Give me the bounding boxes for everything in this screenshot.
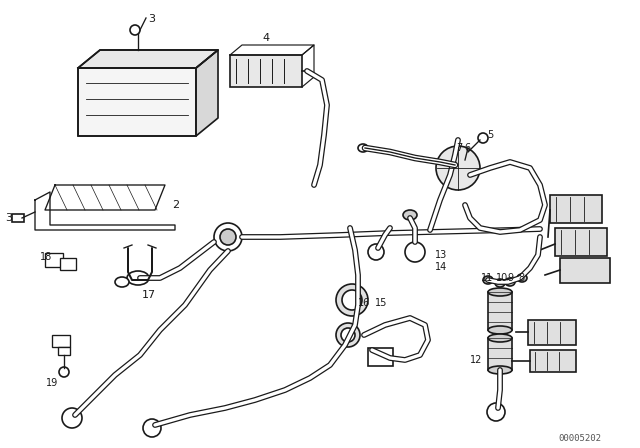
Circle shape (220, 229, 236, 245)
Bar (12, 214, 24, 222)
Ellipse shape (517, 274, 527, 282)
Text: 10: 10 (496, 273, 508, 283)
Text: 19: 19 (46, 378, 58, 388)
Bar (488, 338, 512, 370)
Bar (550, 195, 602, 223)
Circle shape (336, 323, 360, 347)
Text: 7: 7 (456, 143, 462, 153)
Circle shape (405, 242, 425, 262)
Ellipse shape (505, 278, 515, 286)
Text: 13: 13 (435, 250, 447, 260)
Text: 4: 4 (262, 33, 269, 43)
Ellipse shape (488, 326, 512, 334)
Ellipse shape (403, 210, 417, 220)
Ellipse shape (358, 144, 368, 152)
Bar (555, 228, 607, 256)
Bar (368, 348, 393, 366)
Text: 5: 5 (487, 130, 493, 140)
Bar (58, 347, 70, 355)
Polygon shape (196, 50, 218, 136)
Ellipse shape (495, 279, 505, 287)
Bar (560, 258, 610, 283)
Text: 9: 9 (507, 273, 513, 283)
Circle shape (143, 419, 161, 437)
Ellipse shape (127, 271, 149, 285)
Circle shape (368, 244, 384, 260)
Circle shape (436, 146, 480, 190)
Ellipse shape (488, 288, 512, 296)
Text: 15: 15 (375, 298, 387, 308)
Text: 6: 6 (464, 143, 470, 153)
Polygon shape (78, 50, 218, 68)
Circle shape (62, 408, 82, 428)
Circle shape (130, 25, 140, 35)
Text: 12: 12 (470, 355, 483, 365)
Circle shape (214, 223, 242, 251)
Bar (52, 335, 70, 347)
Bar (230, 55, 302, 87)
Text: 3: 3 (148, 14, 155, 24)
Bar (488, 292, 512, 330)
Bar (78, 68, 196, 136)
Circle shape (478, 133, 488, 143)
Circle shape (336, 284, 368, 316)
Text: 11: 11 (481, 273, 493, 283)
Text: 17: 17 (142, 290, 156, 300)
Circle shape (342, 290, 362, 310)
Circle shape (341, 328, 355, 342)
Circle shape (59, 367, 69, 377)
Bar (530, 350, 576, 372)
Bar (528, 320, 576, 345)
Bar (45, 253, 63, 267)
Text: 14: 14 (435, 262, 447, 272)
Text: 3: 3 (5, 213, 12, 223)
Circle shape (487, 403, 505, 421)
Bar (60, 258, 76, 270)
Text: 00005202: 00005202 (559, 434, 602, 443)
Text: 18: 18 (40, 252, 52, 262)
Text: 8: 8 (518, 273, 524, 283)
Text: 16: 16 (358, 298, 371, 308)
Ellipse shape (488, 334, 512, 342)
Ellipse shape (488, 366, 512, 374)
Text: 2: 2 (172, 200, 179, 210)
Ellipse shape (115, 277, 129, 287)
Ellipse shape (483, 276, 493, 284)
